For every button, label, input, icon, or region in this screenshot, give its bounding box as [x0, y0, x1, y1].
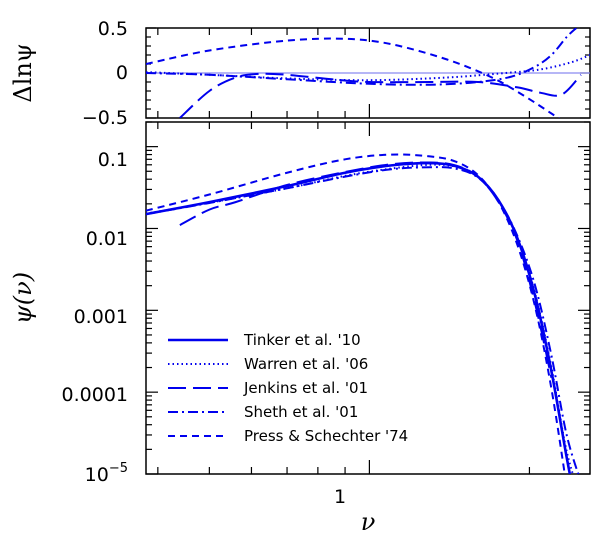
main-curves [146, 153, 580, 474]
main-series-warren [146, 163, 574, 474]
main-xlabel: ν [361, 508, 376, 536]
residual-ytick-label: −0.5 [82, 107, 128, 129]
residual-series-press [146, 37, 560, 118]
legend-label-sheth: Sheth et al. '01 [244, 403, 358, 421]
residual-ytick-label: 0.5 [98, 18, 128, 40]
residual-ylabel: Δlnψ [9, 43, 37, 102]
main-series-tinker [146, 161, 572, 474]
main-series-jenkins [179, 161, 553, 378]
main-series-sheth [146, 166, 580, 474]
ytick-exponent: −5 [109, 461, 128, 476]
main-panel-frame [145, 121, 591, 475]
residual-series-sheth [146, 28, 577, 86]
main-ylabel: ψ(ν) [9, 272, 37, 324]
main-ytick-label: 10−5 [85, 461, 128, 486]
main-xtick-label: 1 [334, 486, 346, 508]
legend: Tinker et al. '10 Warren et al. '06 Jenk… [168, 331, 408, 445]
main-ytick-label: 0.1 [98, 149, 128, 171]
residual-series-jenkins [179, 72, 582, 118]
legend-label-warren: Warren et al. '06 [244, 355, 368, 373]
residual-series-warren [146, 54, 590, 82]
legend-label-tinker: Tinker et al. '10 [243, 331, 361, 349]
main-series-press [146, 153, 566, 474]
legend-label-jenkins: Jenkins et al. '01 [243, 379, 368, 397]
residual-ytick-label: 0 [116, 62, 128, 84]
residual-curves [146, 28, 590, 118]
main-ytick-label: 0.01 [86, 228, 128, 250]
main-ytick-label: 0.0001 [62, 384, 128, 406]
main-axis-ticks [146, 121, 590, 475]
main-ytick-label: 0.001 [74, 306, 128, 328]
legend-label-press: Press & Schechter '74 [244, 427, 408, 445]
